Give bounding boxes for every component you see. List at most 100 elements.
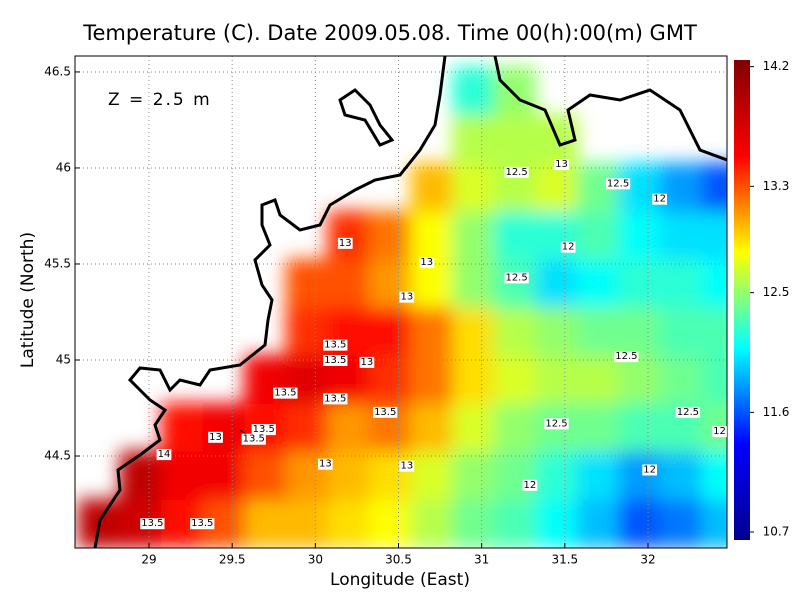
y-tick-label: 46.5 [44,64,71,78]
contour-label: 12.5 [607,178,629,189]
field-cell [160,402,204,452]
x-tick-label: 32 [640,553,655,567]
colorbar: 14.2 13.3 12.5 11.6 10.7 [734,59,789,540]
field-cell [535,258,578,308]
field-cell [452,258,495,308]
field-cell [410,450,454,500]
contour-label: 13.5 [253,424,275,435]
contour-label-box [605,178,631,190]
y-axis-label: Latitude (North) [18,232,38,368]
x-tick-label: 30.5 [385,553,412,567]
field-cell [493,66,537,116]
field-cell [368,210,412,260]
contour-label-box [614,351,639,363]
field-cell [701,210,727,260]
field-cell [535,354,578,404]
field-cell [410,162,454,212]
contour-label-box [337,237,353,249]
field-cell [452,306,495,356]
contour-label-box [522,479,538,491]
field-cell [659,210,703,260]
field-cell [285,306,329,356]
coast [493,56,727,162]
contour-label-box [273,387,298,399]
field-cell [618,306,661,356]
contour-label: 13.5 [374,407,396,418]
contour-label-box [554,159,569,171]
contour-label: 12.5 [677,407,699,418]
field-cell [452,354,495,404]
field-cell [368,498,412,548]
field-cell [327,498,370,548]
field-cell [368,306,412,356]
colorbar-tick-label: 13.3 [763,179,790,193]
field-cell [119,450,162,500]
field-cell [535,450,578,500]
colorbar-tick-label: 11.6 [763,405,790,419]
contour-label: 12.5 [545,418,567,429]
field-cell [535,498,578,548]
field-cell [493,402,537,452]
field-cell [701,354,727,404]
field-cell [493,210,537,260]
contour-label: 13 [361,357,374,368]
field-cell [327,210,370,260]
field-cell [576,402,620,452]
field-cell [285,498,329,548]
contour-label: 13 [319,459,332,470]
contour-label: 13.5 [141,518,163,529]
field-cell [410,498,454,548]
field-cell [410,402,454,452]
contour-label-box [399,291,415,303]
field-cell [701,258,727,308]
field-cell [410,306,454,356]
field-cell [659,498,703,548]
x-tick-label: 30 [308,553,323,567]
contour-label-box [652,193,668,205]
field-cell [452,498,495,548]
contour-label: 13 [400,292,413,303]
contour-label: 13.5 [324,393,346,404]
field-cell [659,162,703,212]
x-axis-label: Longitude (East) [330,570,470,590]
contour-label-box [323,354,348,366]
contour-label: 12.5 [615,351,637,362]
contour-label-box [419,257,435,269]
field-cell [493,450,537,500]
contour-label: 12 [713,426,726,437]
field-cell [327,258,370,308]
contour-label-box [241,433,266,445]
field-cell [202,402,246,452]
contour-label: 14 [158,449,171,460]
contour-label-box [208,431,223,443]
contour-label: 13.5 [191,518,213,529]
field-cell [618,258,661,308]
field-cell [493,114,537,164]
field-cell [368,450,412,500]
x-tick-label: 29 [141,553,156,567]
field-cell [244,450,287,500]
field-cell [576,258,620,308]
field-cell [493,498,537,548]
y-tick-label: 46 [56,160,71,174]
field-cell [493,306,537,356]
field-cell [576,354,620,404]
field-cell [368,354,412,404]
field-cell [535,162,578,212]
contour-label: 12 [643,464,656,475]
contour-label-box [504,166,529,178]
field-cell [701,498,727,548]
field-cell [327,450,370,500]
annotation: Z = 2.5 m [108,90,212,110]
contour-label-box [156,449,172,461]
contour-label-box [560,241,576,253]
colorbar-tick-label: 10.7 [763,525,790,539]
contour-label-box [190,518,215,530]
coast [93,56,447,548]
grid: 29 29.5 30 30.5 31 31.5 32 44.5 45 45.5 46 46.5 [44,56,727,567]
field-cell [410,210,454,260]
contour-label-box [675,406,701,418]
field-cell [576,210,620,260]
contour-label-box [504,272,529,284]
